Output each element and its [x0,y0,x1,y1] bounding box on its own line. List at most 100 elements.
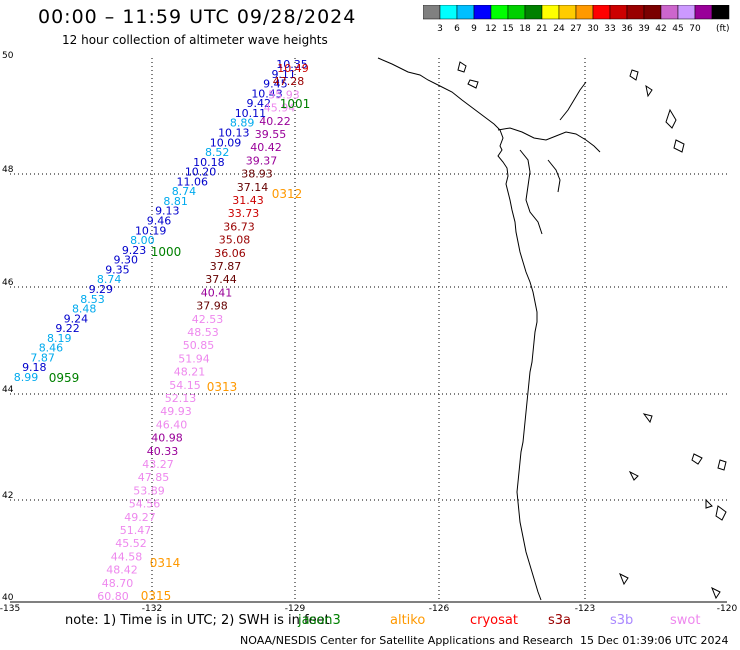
wave-height-label: 47.85 [138,471,170,484]
wave-height-label: 46.40 [156,418,188,431]
wave-height-label: 9.13 [155,205,180,218]
satellite-legend-jason3: jason3 [298,613,341,628]
wave-height-label: 48.53 [187,326,219,339]
pass-time-label: 0315 [141,589,172,603]
wave-height-label: 49.93 [160,405,192,418]
wave-height-label: 11.06 [177,175,209,188]
colorbar-label: 36 [621,24,633,34]
altimeter-tracks: 10.359.119.4510.439.4210.118.8910.1310.0… [14,58,309,603]
colorbar-label: 15 [502,24,513,34]
coastline-inner [497,81,601,235]
wave-height-label: 8.19 [47,332,72,345]
wave-height-label: 52.13 [165,392,197,405]
colorbar-label: 21 [536,24,547,34]
lat-tick-label: 44 [2,385,14,395]
lat-tick-label: 40 [2,593,14,603]
colorbar-label: 33 [604,24,615,34]
wave-height-label: 39.55 [255,128,287,141]
wave-height-label: 8.00 [130,234,155,247]
wave-height-label: 37.87 [210,260,242,273]
colorbar-label: 24 [553,24,565,34]
satellite-legend-s3a: s3a [548,613,572,628]
wave-height-label: 9.35 [105,263,130,276]
colorbar-label: 27 [570,24,581,34]
colorbar-legend: 3 6 9 12 15 18 21 24 27 30 33 36 39 42 45 70 (ft) [423,5,730,34]
wave-height-label: 54.15 [169,379,201,392]
wave-height-label: 9.22 [55,322,80,335]
island-outline [457,61,727,600]
wave-height-label: 48.42 [106,564,138,577]
pass-time-label: 0314 [150,556,181,570]
footer-timestamp: 15 Dec 01:39:06 UTC 2024 [580,634,729,647]
lat-tick-label: 42 [2,491,13,501]
note-text: note: 1) Time is in UTC; 2) SWH is in fe… [65,613,330,628]
satellite-legend-altiko: altiko [390,613,426,628]
wave-height-label: 7.87 [30,351,55,364]
coastline-path [377,57,542,601]
wave-height-label: 8.52 [205,146,230,159]
satellite-legend-cryosat: cryosat [470,613,518,628]
wave-height-label: 10.20 [185,166,217,179]
satellite-legend-swot: swot [670,613,701,628]
lon-tick-label: -129 [285,604,306,612]
wave-height-label: 50.85 [183,339,215,352]
wave-height-label: 9.45 [263,78,288,91]
lat-tick-label: 48 [2,165,14,175]
wave-height-label: 38.93 [241,168,273,181]
wave-height-label: 35.08 [219,234,251,247]
page-subtitle: 12 hour collection of altimeter wave hei… [62,33,328,47]
coastline [377,57,727,601]
colorbar-unit: (ft) [716,24,730,34]
wave-height-label: 9.42 [247,97,272,110]
wave-height-label: 9.30 [114,254,139,267]
colorbar-label: 9 [471,24,477,34]
wave-height-label: 55.93 [268,88,300,101]
wave-height-label: 31.43 [232,194,264,207]
wave-height-label: 39.37 [246,154,278,167]
wave-height-label: 10.35 [276,58,308,71]
colorbar-label: 42 [655,24,666,34]
map-grid [10,58,727,602]
colorbar-label: 18 [519,24,531,34]
pass-time-label: 0313 [207,380,238,394]
pass-time-label: 1001 [280,97,311,111]
satellite-legend-s3b: s3b [610,613,634,628]
page-title: 00:00 – 11:59 UTC 09/28/2024 [38,6,357,28]
lon-tick-label: -126 [429,604,450,612]
lon-tick-label: -132 [142,604,162,612]
lat-tick-label: 46 [2,278,14,288]
wave-height-label: 10.13 [218,126,250,139]
wave-height-label: 36.73 [223,220,255,233]
wave-height-label: 53.89 [133,484,165,497]
wave-height-label: 45.52 [115,537,147,550]
lat-tick-label: 50 [2,51,14,61]
wave-height-label: 8.48 [72,303,97,316]
wave-height-label: 9.23 [122,244,147,257]
wave-height-label: 37.14 [237,181,269,194]
wave-height-label: 9.29 [89,283,114,296]
wave-height-label: 10.18 [193,156,225,169]
wave-height-label: 60.80 [97,590,129,603]
wave-height-label: 8.89 [230,117,255,130]
wave-height-label: 44.58 [111,550,143,563]
colorbar-label: 30 [587,24,599,34]
colorbar-label: 3 [437,24,443,34]
wave-height-label: 9.46 [147,215,172,228]
wave-height-label: 40.33 [147,445,179,458]
wave-height-label: 40.42 [250,141,282,154]
wave-height-label: 40.98 [151,432,183,445]
wave-height-label: 8.46 [39,342,64,355]
lon-tick-label: -120 [717,604,738,612]
pass-time-label: 0312 [272,187,303,201]
wave-height-label: 42.53 [192,313,224,326]
colorbar-label: 70 [689,24,701,34]
wave-height-label: 9.11 [271,68,296,81]
colorbar-label: 45 [672,24,683,34]
wave-height-label: 36.06 [214,247,246,260]
wave-height-label: 47.28 [273,75,305,88]
wave-height-label: 40.41 [201,286,233,299]
wave-height-label: 54.56 [129,498,161,511]
wave-height-label: 43.27 [142,458,174,471]
colorbar-swatch [711,5,730,20]
pass-time-label: 1000 [151,245,182,259]
